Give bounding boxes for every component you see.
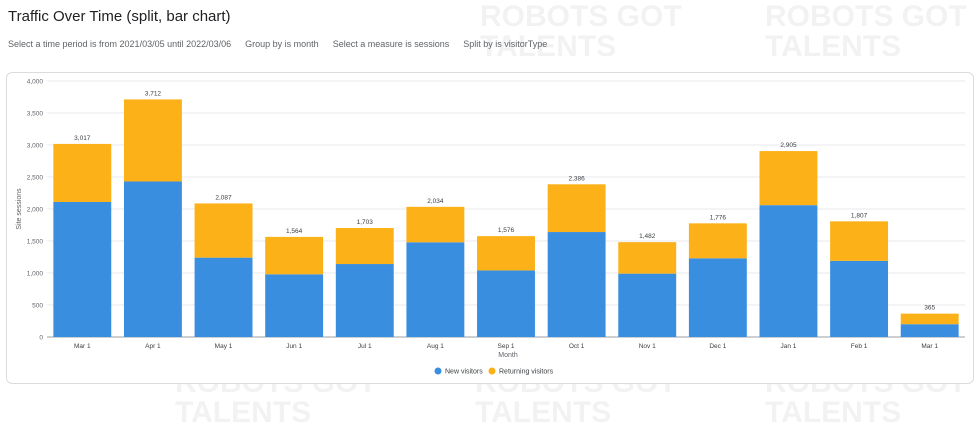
legend-swatch-returning bbox=[488, 367, 496, 375]
bar-total-label: 1,807 bbox=[851, 212, 868, 219]
bar-new-visitors[interactable] bbox=[688, 258, 747, 337]
x-tick-label: Mar 1 bbox=[921, 343, 938, 350]
bar-returning-visitors[interactable] bbox=[900, 313, 959, 325]
bar-total-label: 1,564 bbox=[286, 228, 303, 235]
y-tick-label: 0 bbox=[39, 335, 43, 342]
x-tick-label: May 1 bbox=[215, 343, 233, 350]
legend-item-returning-visitors[interactable]: Returning visitors bbox=[488, 367, 554, 376]
bar-new-visitors[interactable] bbox=[830, 260, 889, 337]
bar-total-label: 1,703 bbox=[357, 219, 374, 226]
bar-chart: 05001,0001,5002,0002,5003,0003,5004,000 … bbox=[16, 79, 965, 376]
bar-new-visitors[interactable] bbox=[618, 273, 677, 337]
y-tick-label: 500 bbox=[32, 303, 43, 310]
bar-total-label: 1,576 bbox=[498, 227, 515, 234]
bar-returning-visitors[interactable] bbox=[759, 151, 818, 206]
x-tick-label: Jun 1 bbox=[286, 343, 302, 350]
bar-total-label: 2,905 bbox=[780, 142, 797, 149]
filter-time-period[interactable]: Select a time period is from 2021/03/05 … bbox=[8, 39, 232, 49]
x-axis-label: Month bbox=[498, 352, 518, 359]
bar-new-visitors[interactable] bbox=[335, 264, 394, 337]
bar-total-label: 2,034 bbox=[427, 198, 444, 205]
bar-new-visitors[interactable] bbox=[265, 274, 324, 337]
x-tick-label: Mar 1 bbox=[74, 343, 91, 350]
y-tick-label: 1,000 bbox=[27, 271, 44, 278]
x-tick-label: Jul 1 bbox=[358, 343, 372, 350]
bar-new-visitors[interactable] bbox=[477, 270, 535, 337]
x-tick-label: Feb 1 bbox=[851, 343, 868, 350]
x-tick-label: Jan 1 bbox=[781, 343, 797, 350]
x-tick-label: Sep 1 bbox=[498, 343, 515, 350]
y-tick-label: 2,000 bbox=[27, 207, 44, 214]
legend-swatch-new bbox=[434, 367, 442, 375]
bar-new-visitors[interactable] bbox=[900, 324, 959, 337]
bar-returning-visitors[interactable] bbox=[194, 203, 253, 258]
legend-item-new-visitors[interactable]: New visitors bbox=[434, 367, 484, 376]
x-tick-label: Aug 1 bbox=[427, 343, 444, 350]
bar-returning-visitors[interactable] bbox=[335, 228, 394, 265]
bar-returning-visitors[interactable] bbox=[688, 223, 747, 259]
bar-total-label: 3,712 bbox=[145, 90, 162, 97]
legend-label-new: New visitors bbox=[445, 369, 483, 376]
bar-new-visitors[interactable] bbox=[53, 201, 112, 337]
watermark-text: ROBOTS GOT TALENTS bbox=[480, 0, 682, 63]
bar-returning-visitors[interactable] bbox=[830, 221, 889, 261]
watermark-text: ROBOTS GOT TALENTS bbox=[765, 0, 967, 63]
y-tick-label: 3,000 bbox=[27, 143, 44, 150]
page-title: Traffic Over Time (split, bar chart) bbox=[8, 8, 231, 25]
x-tick-label: Apr 1 bbox=[145, 343, 161, 350]
bar-returning-visitors[interactable] bbox=[53, 143, 112, 202]
bar-returning-visitors[interactable] bbox=[265, 236, 324, 275]
bar-total-label: 1,776 bbox=[710, 214, 727, 221]
bar-new-visitors[interactable] bbox=[406, 242, 465, 337]
y-tick-label: 3,500 bbox=[27, 111, 44, 118]
y-axis-ticks: 0 500 1,000 1,500 2,000 2,500 3,000 3,500 4,000 bbox=[27, 79, 44, 342]
y-axis-label: Site sessions bbox=[16, 188, 23, 230]
y-tick-label: 2,500 bbox=[27, 175, 44, 182]
bar-returning-visitors[interactable] bbox=[477, 236, 535, 271]
bar-total-label: 2,087 bbox=[215, 194, 232, 201]
legend: New visitors Returning visitors bbox=[434, 367, 554, 376]
bar-total-label: 3,017 bbox=[74, 135, 91, 142]
bar-new-visitors[interactable] bbox=[547, 232, 606, 337]
y-tick-label: 1,500 bbox=[27, 239, 44, 246]
filter-summary: Select a time period is from 2021/03/05 … bbox=[8, 39, 547, 49]
filter-measure[interactable]: Select a measure is sessions bbox=[332, 39, 450, 49]
bars: 3,017 3,712 2,087 1,564 1,703 2,034 1,576 2,386… bbox=[53, 90, 959, 337]
filter-group-by[interactable]: Group by is month bbox=[245, 39, 319, 49]
bar-new-visitors[interactable] bbox=[123, 181, 182, 337]
bar-returning-visitors[interactable] bbox=[547, 184, 606, 233]
x-tick-label: Dec 1 bbox=[709, 343, 726, 350]
bar-total-label: 2,386 bbox=[568, 175, 585, 182]
bar-returning-visitors[interactable] bbox=[123, 99, 182, 182]
bar-total-label: 1,482 bbox=[639, 233, 656, 240]
x-tick-label: Nov 1 bbox=[639, 343, 656, 350]
y-tick-label: 4,000 bbox=[27, 79, 44, 86]
filter-split-by[interactable]: Split by is visitorType bbox=[463, 39, 548, 49]
bar-total-label: 365 bbox=[924, 305, 935, 312]
bar-new-visitors[interactable] bbox=[194, 257, 253, 337]
bar-returning-visitors[interactable] bbox=[618, 242, 677, 274]
legend-label-returning: Returning visitors bbox=[499, 369, 554, 376]
bar-returning-visitors[interactable] bbox=[406, 206, 465, 243]
chart-card: 0 500 1,000 1,500 2,000 2,500 3,000 3,500 4,000 … bbox=[6, 72, 974, 384]
x-axis-ticks: Mar 1 Apr 1 May 1 Jun 1 Jul 1 Aug 1 Sep 1 Oct 1… bbox=[74, 343, 938, 350]
x-tick-label: Oct 1 bbox=[569, 343, 585, 350]
bar-new-visitors[interactable] bbox=[759, 205, 818, 337]
